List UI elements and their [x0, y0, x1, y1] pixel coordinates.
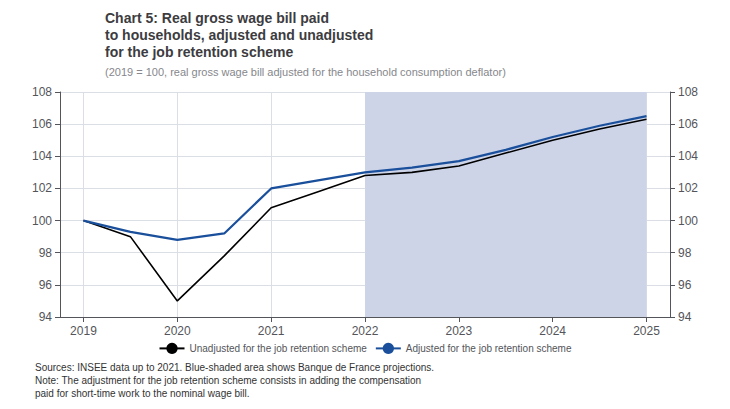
svg-text:104: 104	[32, 149, 52, 163]
svg-text:102: 102	[678, 181, 698, 195]
svg-text:2022: 2022	[352, 324, 379, 338]
svg-text:102: 102	[32, 181, 52, 195]
svg-text:2023: 2023	[445, 324, 472, 338]
svg-text:98: 98	[39, 246, 53, 260]
svg-text:Chart 5: Real gross wage bill: Chart 5: Real gross wage bill paid	[105, 10, 329, 26]
svg-text:94: 94	[678, 310, 692, 324]
svg-text:Adjusted for the job retention: Adjusted for the job retention scheme	[406, 343, 572, 354]
svg-text:paid for short-time work to th: paid for short-time work to the nominal …	[35, 388, 250, 399]
svg-text:100: 100	[32, 214, 52, 228]
svg-text:2025: 2025	[633, 324, 660, 338]
svg-text:to households, adjusted and un: to households, adjusted and unadjusted	[105, 27, 373, 43]
svg-text:94: 94	[39, 310, 53, 324]
svg-text:96: 96	[39, 278, 53, 292]
svg-text:Unadjusted for the job retenti: Unadjusted for the job retention scheme	[190, 343, 368, 354]
svg-text:106: 106	[32, 117, 52, 131]
svg-text:96: 96	[678, 278, 692, 292]
svg-text:104: 104	[678, 149, 698, 163]
svg-text:2021: 2021	[258, 324, 285, 338]
svg-text:Sources: INSEE data up to 2021: Sources: INSEE data up to 2021. Blue-sha…	[35, 362, 434, 373]
svg-text:for the job retention scheme: for the job retention scheme	[105, 44, 293, 60]
svg-text:2019: 2019	[70, 324, 97, 338]
svg-text:98: 98	[678, 246, 692, 260]
svg-text:108: 108	[32, 85, 52, 99]
svg-text:100: 100	[678, 214, 698, 228]
svg-text:108: 108	[678, 85, 698, 99]
svg-text:106: 106	[678, 117, 698, 131]
svg-text:Note: The adjustment for the j: Note: The adjustment for the job retenti…	[35, 375, 421, 386]
svg-text:2024: 2024	[539, 324, 566, 338]
svg-text:(2019 = 100, real gross wage b: (2019 = 100, real gross wage bill adjust…	[105, 66, 506, 78]
svg-text:2020: 2020	[164, 324, 191, 338]
